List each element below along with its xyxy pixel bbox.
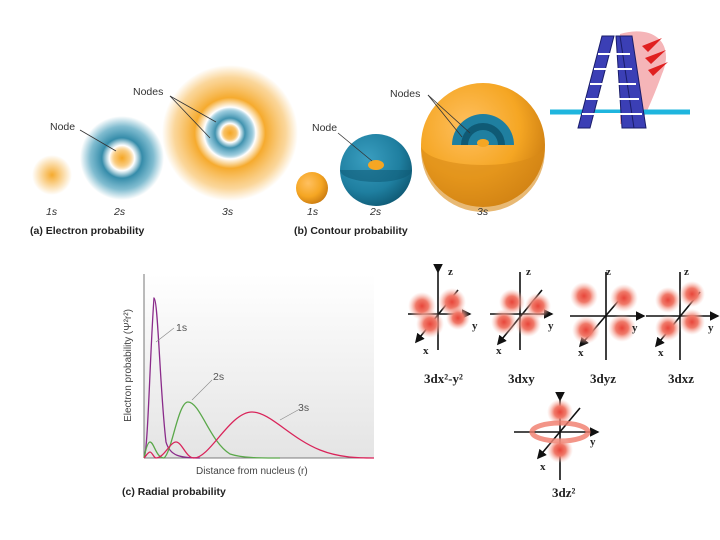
orbital-label-b-3s: 3s	[477, 206, 489, 218]
orbital-dxz	[646, 272, 720, 360]
orbital-dx2-y2	[408, 264, 472, 350]
nodes-pointer-b2	[427, 94, 463, 138]
axis-y-4: y	[708, 322, 714, 334]
label-dxy: 3dxy	[508, 371, 535, 386]
label-dyz: 3dyz	[590, 371, 616, 386]
axis-x-1: x	[423, 345, 429, 357]
orbital-label-b-2s: 2s	[370, 206, 382, 218]
chart-y-label: Electron probability (Ψ²r²)	[122, 309, 134, 422]
cloud-3s	[162, 65, 298, 201]
caption-a: (a) Electron probability	[30, 225, 145, 237]
pointer-3s	[279, 409, 299, 421]
cloud-1s	[32, 155, 72, 195]
curve-3s	[143, 411, 375, 459]
node-label-b: Node	[312, 122, 338, 134]
pointer-1s	[155, 327, 175, 343]
caption-c: (c) Radial probability	[122, 486, 226, 498]
axis-x-5: x	[540, 461, 546, 473]
sphere-1s	[296, 172, 328, 204]
series-label-1s: 1s	[176, 322, 188, 334]
nodes-pointer-a2	[169, 95, 211, 139]
axis-z-4: z	[684, 266, 689, 278]
label-dz2: 3dz²	[552, 485, 576, 500]
node-pointer-b	[337, 132, 373, 162]
caption-b: (b) Contour probability	[294, 225, 408, 237]
nodes-pointer-b1	[427, 94, 471, 134]
nodes-pointer-a1	[169, 95, 217, 123]
ladder-logo	[550, 31, 690, 129]
node-label-a: Node	[50, 121, 76, 133]
axis-x-2: x	[496, 345, 502, 357]
curve-1s	[143, 297, 201, 459]
electron-probability-panel	[32, 65, 298, 201]
orbital-dxy	[490, 272, 554, 350]
axis-y-1: y	[472, 320, 478, 332]
orbital-label-b-1s: 1s	[307, 206, 319, 218]
radial-probability-chart	[143, 274, 375, 459]
label-dxz: 3dxz	[668, 371, 694, 386]
plot-area	[144, 274, 374, 458]
chart-x-label: Distance from nucleus (r)	[196, 466, 308, 477]
orbital-label-a-2s: 2s	[114, 206, 126, 218]
sphere-2s	[340, 134, 412, 206]
cloud-2s	[80, 116, 164, 200]
axis-z-1: z	[448, 266, 453, 278]
axis-y-3: y	[632, 322, 638, 334]
axis-x-4: x	[658, 347, 664, 359]
contour-probability-panel	[296, 83, 545, 212]
axis-y-2: y	[548, 320, 554, 332]
node-pointer-a	[79, 129, 117, 152]
orbital-label-a-1s: 1s	[46, 206, 58, 218]
nodes-label-a: Nodes	[133, 86, 164, 98]
label-dx2-y2: 3dx²-y²	[424, 371, 463, 386]
d-orbitals-diagram	[408, 264, 720, 480]
series-label-2s: 2s	[213, 371, 225, 383]
sphere-3s	[421, 83, 545, 212]
series-label-3s: 3s	[298, 402, 310, 414]
axis-x-3: x	[578, 347, 584, 359]
axis-z-3: z	[606, 266, 611, 278]
axis-y-5: y	[590, 436, 596, 448]
pointer-2s	[191, 379, 213, 401]
orbital-dz2	[514, 392, 600, 480]
nodes-label-b: Nodes	[390, 88, 421, 100]
curve-2s	[143, 401, 281, 459]
axis-z-2: z	[526, 266, 531, 278]
orbital-label-a-3s: 3s	[222, 206, 234, 218]
orbital-dyz	[570, 272, 646, 360]
